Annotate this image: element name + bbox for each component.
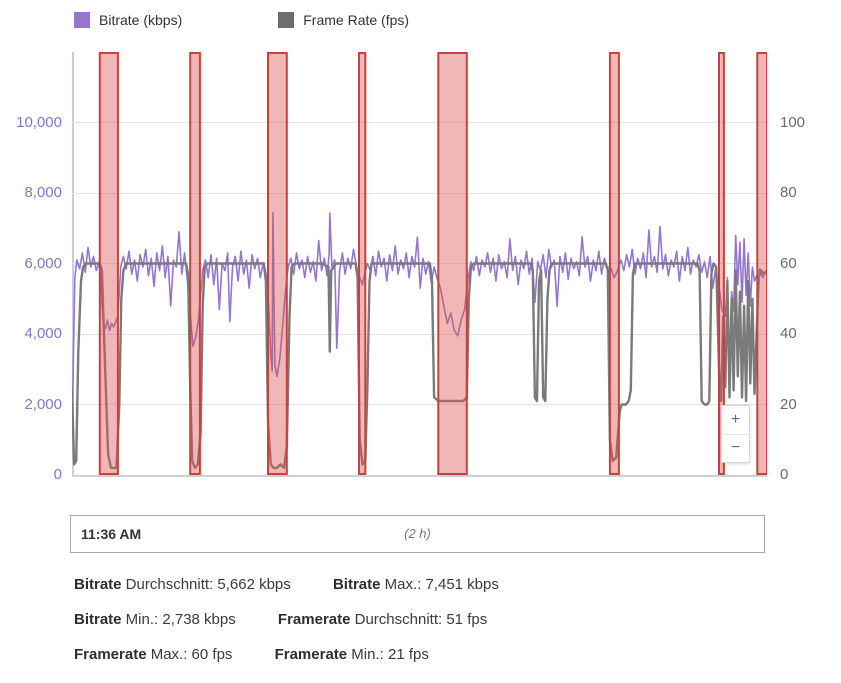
time-range-selector[interactable]: 11:36 AM (2 h) bbox=[70, 515, 765, 553]
y-left-tick: 0 bbox=[53, 466, 62, 483]
range-duration: (2 h) bbox=[404, 526, 431, 541]
y-left-tick: 6,000 bbox=[24, 254, 62, 272]
stats-row: Bitrate Min.: 2,738 kbps Framerate Durch… bbox=[74, 611, 537, 629]
disconnect-band[interactable] bbox=[98, 52, 119, 475]
disconnect-band[interactable] bbox=[267, 52, 288, 475]
legend-item-framerate[interactable]: Frame Rate (fps) bbox=[278, 12, 409, 28]
zoom-in-button[interactable]: + bbox=[722, 406, 749, 435]
stat-bitrate-max: Bitrate Max.: 7,451 kbps bbox=[332, 576, 499, 593]
disconnect-band[interactable] bbox=[756, 52, 767, 475]
y-left-tick: 4,000 bbox=[24, 325, 62, 342]
legend-item-bitrate[interactable]: Bitrate (kbps) bbox=[74, 12, 182, 28]
gridline bbox=[72, 404, 767, 405]
stat-framerate-avg: Framerate Durchschnitt: 51 fps bbox=[277, 611, 488, 628]
legend-framerate-label: Frame Rate (fps) bbox=[303, 12, 410, 28]
y-right-tick: 60 bbox=[780, 254, 797, 272]
gridline bbox=[72, 333, 767, 335]
gridline bbox=[72, 122, 767, 123]
disconnect-band[interactable] bbox=[608, 52, 620, 475]
legend-bitrate-label: Bitrate (kbps) bbox=[99, 12, 183, 28]
zoom-control: + − bbox=[721, 405, 750, 463]
gridline bbox=[72, 192, 767, 194]
stat-bitrate-min: Bitrate Min.: 2,738 kbps bbox=[74, 611, 236, 628]
chart-plot-area[interactable] bbox=[72, 52, 767, 477]
disconnect-band[interactable] bbox=[358, 52, 367, 475]
framerate-line bbox=[72, 262, 767, 470]
stat-framerate-min: Framerate Min.: 21 fps bbox=[274, 646, 429, 663]
y-right-tick: 80 bbox=[780, 184, 797, 201]
stream-stats: Bitrate Durchschnitt: 5,662 kbps Bitrate… bbox=[74, 576, 537, 681]
y-right-tick: 0 bbox=[780, 466, 789, 483]
y-right-tick: 100 bbox=[780, 113, 806, 131]
framerate-swatch-icon bbox=[278, 12, 295, 28]
y-right-tick: 40 bbox=[780, 325, 797, 342]
bitrate-swatch-icon bbox=[74, 12, 90, 28]
stats-row: Framerate Max.: 60 fps Framerate Min.: 2… bbox=[74, 646, 537, 664]
disconnect-band[interactable] bbox=[189, 52, 201, 475]
stat-framerate-max: Framerate Max.: 60 fps bbox=[74, 646, 233, 663]
disconnect-band[interactable] bbox=[718, 52, 725, 475]
y-left-tick: 2,000 bbox=[24, 395, 62, 413]
chart-legend: Bitrate (kbps) Frame Rate (fps) bbox=[74, 12, 409, 28]
y-right-tick: 20 bbox=[780, 395, 797, 413]
chart-canvas[interactable] bbox=[72, 52, 767, 475]
range-start-time: 11:36 AM bbox=[81, 526, 142, 542]
stat-bitrate-avg: Bitrate Durchschnitt: 5,662 kbps bbox=[74, 576, 291, 593]
y-left-tick: 8,000 bbox=[24, 184, 62, 201]
bitrate-line bbox=[72, 211, 767, 396]
disconnect-band[interactable] bbox=[437, 52, 468, 475]
zoom-out-button[interactable]: − bbox=[722, 434, 749, 462]
y-left-tick: 10,000 bbox=[16, 113, 62, 131]
stats-row: Bitrate Durchschnitt: 5,662 kbps Bitrate… bbox=[74, 576, 537, 594]
